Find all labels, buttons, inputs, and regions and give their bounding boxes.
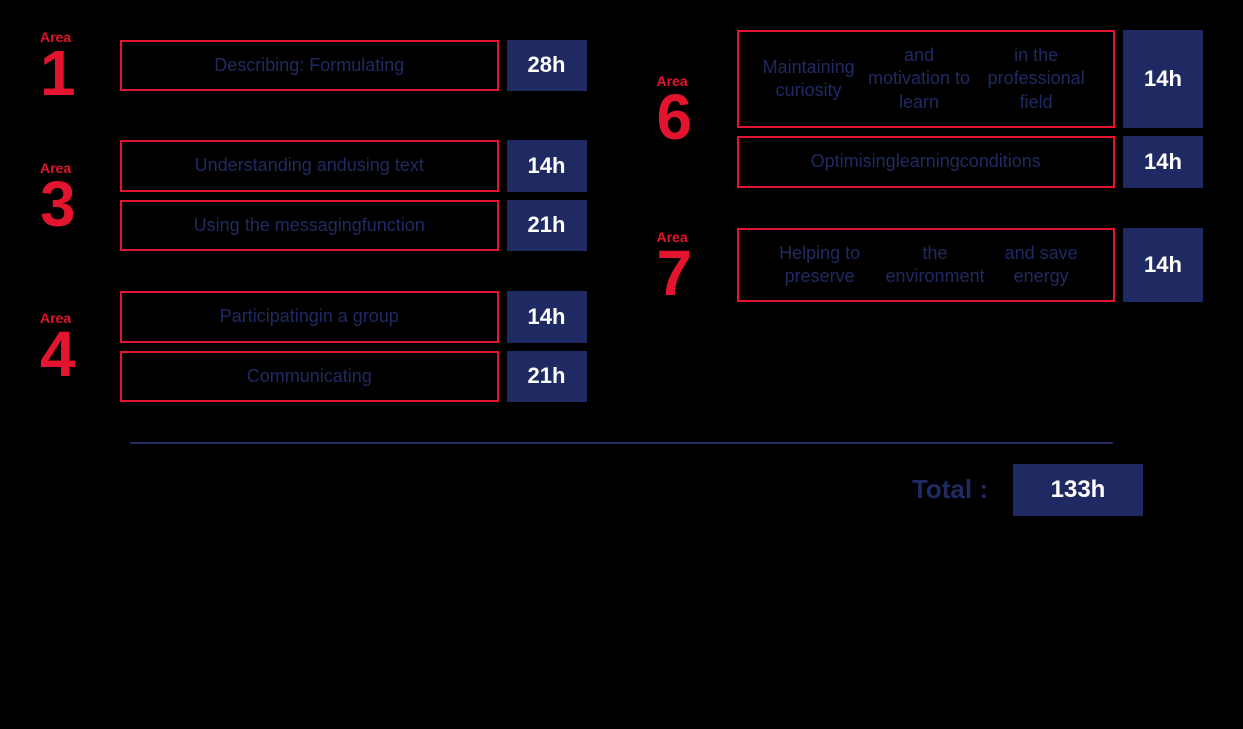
module-hours: 14h (1123, 30, 1203, 128)
total-row: Total : 133h (40, 464, 1203, 516)
area-block-1: Area1Describing: Formulating28h (40, 30, 587, 100)
module-hours: 21h (507, 351, 587, 402)
module-title: Understanding andusing text (120, 140, 499, 191)
module-hours: 14h (507, 140, 587, 191)
module-title: Describing: Formulating (120, 40, 499, 91)
module-row: Optimisinglearningconditions14h (737, 136, 1204, 187)
area-label: Area3 (40, 161, 110, 231)
left-column: Area1Describing: Formulating28h Area3Unde… (40, 30, 587, 402)
module-row: Maintaining curiosityand motivation to l… (737, 30, 1204, 128)
areas-grid: Area1Describing: Formulating28h Area3Unde… (40, 30, 1203, 402)
total-label: Total : (912, 474, 988, 505)
right-column: Area6Maintaining curiosityand motivation… (657, 30, 1204, 302)
area-number: 6 (657, 90, 693, 144)
module-hours: 14h (1123, 228, 1203, 303)
module-hours: 14h (507, 291, 587, 342)
area-block-6: Area6Maintaining curiosityand motivation… (657, 30, 1204, 188)
area-label: Area1 (40, 30, 110, 100)
area-block-7: Area7Helping to preservethe environmenta… (657, 228, 1204, 303)
area-number: 4 (40, 327, 76, 381)
total-divider (130, 442, 1113, 444)
area-number: 1 (40, 46, 76, 100)
area-label: Area4 (40, 311, 110, 381)
module-title: Participatingin a group (120, 291, 499, 342)
module-title: Communicating (120, 351, 499, 402)
area-block-4: Area4Participatingin a group14hCommunica… (40, 291, 587, 402)
module-row: Participatingin a group14h (120, 291, 587, 342)
area-number: 7 (657, 246, 693, 300)
module-list: Understanding andusing text14hUsing the … (120, 140, 587, 251)
module-hours: 14h (1123, 136, 1203, 187)
module-title: Helping to preservethe environmentand sa… (737, 228, 1116, 303)
area-label: Area6 (657, 74, 727, 144)
module-row: Communicating21h (120, 351, 587, 402)
module-title: Maintaining curiosityand motivation to l… (737, 30, 1116, 128)
area-number: 3 (40, 177, 76, 231)
total-value-box: 133h (1013, 464, 1143, 516)
module-title: Using the messagingfunction (120, 200, 499, 251)
module-row: Understanding andusing text14h (120, 140, 587, 191)
module-list: Maintaining curiosityand motivation to l… (737, 30, 1204, 188)
area-label: Area7 (657, 230, 727, 300)
module-row: Helping to preservethe environmentand sa… (737, 228, 1204, 303)
module-list: Describing: Formulating28h (120, 40, 587, 91)
module-row: Using the messagingfunction21h (120, 200, 587, 251)
module-row: Describing: Formulating28h (120, 40, 587, 91)
module-title: Optimisinglearningconditions (737, 136, 1116, 187)
area-block-3: Area3Understanding andusing text14hUsing… (40, 140, 587, 251)
module-list: Participatingin a group14hCommunicating2… (120, 291, 587, 402)
module-list: Helping to preservethe environmentand sa… (737, 228, 1204, 303)
module-hours: 21h (507, 200, 587, 251)
module-hours: 28h (507, 40, 587, 91)
